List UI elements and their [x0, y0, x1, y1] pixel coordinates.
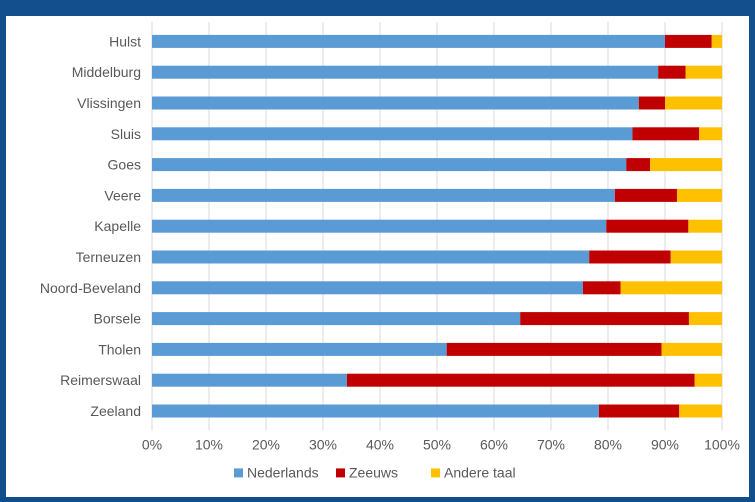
bar-reimerswaal-andere-taal [694, 373, 722, 387]
bar-zeeland-nederlands [152, 404, 599, 418]
category-label-reimerswaal: Reimerswaal [60, 372, 141, 388]
bar-goes-zeeuws [626, 158, 651, 172]
bar-borsele-andere-taal [688, 312, 722, 326]
chart-panel: Hulst Middelburg Vlissingen Sluis Goes Veere K… [6, 16, 749, 497]
bar-borsele-nederlands [152, 312, 521, 326]
category-label-zeeland: Zeeland [90, 403, 141, 419]
bar-reimerswaal-nederlands [152, 373, 347, 387]
x-tick-label-30-: 30% [309, 436, 337, 452]
bar-noord-beveland-nederlands [152, 281, 583, 295]
category-label-kapelle: Kapelle [94, 218, 141, 234]
bar-goes-nederlands [152, 158, 627, 172]
x-tick-label-20-: 20% [252, 436, 280, 452]
bar-veere-andere-taal [676, 188, 722, 202]
x-tick-label-80-: 80% [594, 436, 622, 452]
category-label-hulst: Hulst [109, 33, 141, 49]
legend-swatch-nederlands [234, 468, 243, 478]
legend-label-andere-taal: Andere taal [444, 464, 516, 480]
stacked-bar-chart: Hulst Middelburg Vlissingen Sluis Goes Veere K… [40, 22, 740, 480]
legend-label-zeeuws: Zeeuws [349, 464, 398, 480]
bar-borsele-zeeuws [520, 312, 689, 326]
bar-sluis-andere-taal [699, 127, 722, 141]
bar-goes-andere-taal [650, 158, 722, 172]
category-label-goes: Goes [108, 157, 141, 173]
bar-terneuzen-andere-taal [670, 250, 722, 264]
bar-vlissingen-zeeuws [638, 96, 665, 110]
bar-zeeland-zeeuws [598, 404, 680, 418]
bar-veere-zeeuws [614, 188, 677, 202]
x-tick-label-0-: 0% [142, 436, 162, 452]
legend-swatch-andere-taal [431, 468, 440, 478]
x-tick-label-100-: 100% [704, 436, 740, 452]
bar-vlissingen-andere-taal [665, 96, 722, 110]
category-label-borsele: Borsele [94, 311, 142, 327]
x-tick-label-10-: 10% [195, 436, 223, 452]
legend-label-nederlands: Nederlands [247, 464, 319, 480]
bar-terneuzen-zeeuws [589, 250, 671, 264]
bar-middelburg-nederlands [152, 65, 659, 79]
category-label-vlissingen: Vlissingen [77, 95, 141, 111]
bar-tholen-andere-taal [661, 342, 722, 356]
bar-tholen-zeeuws [446, 342, 662, 356]
bar-zeeland-andere-taal [679, 404, 722, 418]
x-tick-label-60-: 60% [480, 436, 508, 452]
bar-hulst-andere-taal [711, 34, 722, 48]
x-tick-label-90-: 90% [651, 436, 679, 452]
bar-reimerswaal-zeeuws [346, 373, 695, 387]
bar-tholen-nederlands [152, 342, 447, 356]
bar-vlissingen-nederlands [152, 96, 639, 110]
x-tick-label-70-: 70% [537, 436, 565, 452]
x-tick-label-50-: 50% [423, 436, 451, 452]
category-label-sluis: Sluis [111, 126, 141, 142]
category-label-tholen: Tholen [98, 341, 141, 357]
category-label-noord-beveland: Noord-Beveland [40, 280, 141, 296]
x-tick-label-40-: 40% [366, 436, 394, 452]
legend-swatch-zeeuws [336, 468, 345, 478]
bar-hulst-zeeuws [665, 34, 712, 48]
bar-noord-beveland-zeeuws [582, 281, 621, 295]
bar-kapelle-zeeuws [606, 219, 689, 233]
bar-sluis-zeeuws [632, 127, 700, 141]
bar-middelburg-zeeuws [658, 65, 686, 79]
bar-terneuzen-nederlands [152, 250, 590, 264]
bar-sluis-nederlands [152, 127, 633, 141]
bar-middelburg-andere-taal [685, 65, 722, 79]
bar-hulst-nederlands [152, 34, 665, 48]
bar-kapelle-andere-taal [688, 219, 722, 233]
bar-veere-nederlands [152, 188, 615, 202]
category-label-terneuzen: Terneuzen [76, 249, 141, 265]
bar-kapelle-nederlands [152, 219, 607, 233]
category-label-veere: Veere [104, 187, 141, 203]
bar-noord-beveland-andere-taal [620, 281, 722, 295]
category-label-middelburg: Middelburg [72, 64, 141, 80]
